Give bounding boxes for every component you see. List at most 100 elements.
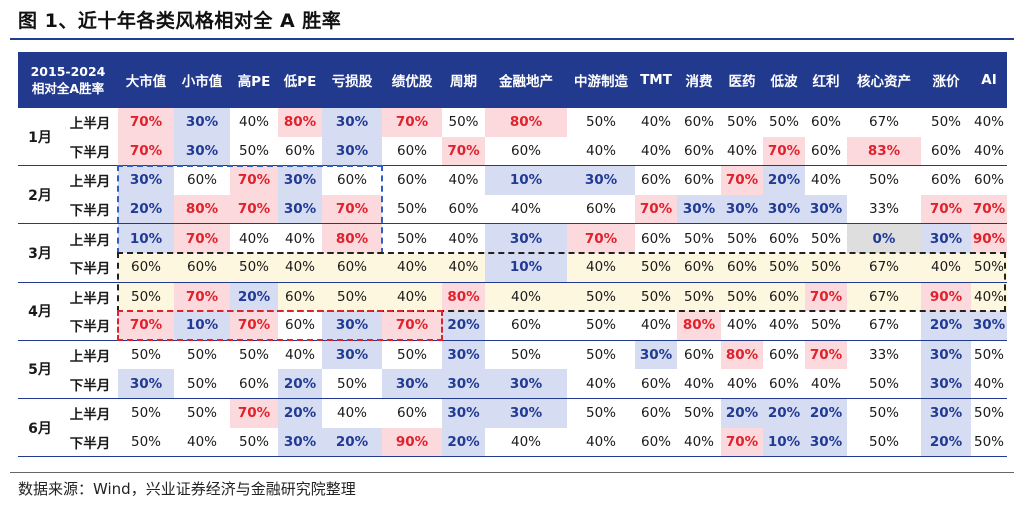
win-rate-cell: 50%	[396, 347, 427, 364]
win-rate-cell: 20%	[278, 369, 322, 399]
table-row: 3月 上半月 10% 70% 40% 40% 80% 50% 40% 30% 70% 60% 50% 50…	[18, 223, 1007, 283]
win-rate-cell: 50%	[510, 347, 541, 364]
win-rate-cell: 10%	[485, 252, 567, 283]
win-rate-cell: 33%	[868, 347, 899, 364]
win-rate-cell: 50%	[971, 427, 1007, 458]
win-rate-cell: 30%	[322, 340, 382, 370]
month-label: 2月	[18, 165, 62, 225]
win-rate-cell: 50%	[930, 114, 961, 131]
win-rate-cell: 50%	[230, 427, 278, 458]
win-rate-cell: 70%	[174, 223, 230, 253]
month-label: 5月	[18, 340, 62, 399]
win-rate-cell: 50%	[238, 347, 269, 364]
win-rate-cell: 60%	[382, 136, 442, 167]
win-rate-cell: 70%	[971, 194, 1007, 225]
win-rate-table: 2015-2024 相对全A胜率 大市值 小市值 高PE 低PE 亏损股 绩优股 周期 金融地…	[18, 52, 1007, 458]
table-header-row: 2015-2024 相对全A胜率 大市值 小市值 高PE 低PE 亏损股 绩优股 周期 金融地…	[18, 52, 1007, 108]
win-rate-cell: 30%	[382, 369, 442, 399]
win-rate-cell: 40%	[971, 282, 1007, 312]
win-rate-cell: 40%	[971, 136, 1007, 167]
half-month-label: 上半月	[69, 232, 111, 249]
win-rate-cell: 90%	[382, 427, 442, 458]
win-rate-cell: 60%	[485, 311, 567, 341]
win-rate-cell: 70%	[230, 311, 278, 341]
win-rate-cell: 40%	[485, 282, 567, 312]
win-rate-cell: 40%	[284, 230, 315, 247]
win-rate-cell: 40%	[677, 427, 721, 458]
win-rate-cell: 50%	[396, 230, 427, 247]
win-rate-cell: 70%	[805, 282, 847, 312]
win-rate-cell: 50%	[585, 405, 616, 422]
month-label: 1月	[18, 108, 62, 167]
win-rate-cell: 40%	[921, 252, 971, 283]
win-rate-cell: 83%	[847, 136, 921, 167]
table-row: 下半月 20% 80% 70% 30% 70% 50% 60% 40% 60% 70% 30% 30% 3…	[18, 194, 1007, 225]
win-rate-cell: 30%	[721, 194, 763, 225]
win-rate-cell: 50%	[118, 282, 174, 312]
win-rate-cell: 50%	[186, 405, 217, 422]
half-month-label: 下半月	[62, 311, 118, 341]
half-month-label: 上半月	[69, 290, 111, 307]
win-rate-cell: 60%	[396, 405, 427, 422]
win-rate-cell: 30%	[322, 108, 382, 137]
win-rate-cell: 20%	[763, 398, 805, 428]
win-rate-cell: 20%	[442, 427, 485, 458]
half-month-label: 下半月	[62, 369, 118, 399]
win-rate-cell: 33%	[847, 194, 921, 225]
win-rate-cell: 40%	[677, 369, 721, 399]
win-rate-cell: 60%	[763, 369, 805, 399]
win-rate-cell: 50%	[567, 311, 635, 341]
win-rate-cell: 50%	[230, 136, 278, 167]
figure-title: 图 1、近十年各类风格相对全 A 胜率	[18, 10, 342, 32]
win-rate-cell: 50%	[847, 427, 921, 458]
win-rate-cell: 30%	[763, 194, 805, 225]
win-rate-cell: 10%	[174, 311, 230, 341]
win-rate-cell: 60%	[567, 194, 635, 225]
win-rate-cell: 70%	[805, 340, 847, 370]
month-label: 3月	[18, 223, 62, 283]
win-rate-cell: 40%	[567, 252, 635, 283]
win-rate-cell: 30%	[485, 223, 567, 253]
win-rate-cell: 20%	[322, 427, 382, 458]
win-rate-cell: 50%	[768, 114, 799, 131]
win-rate-cell: 40%	[238, 114, 269, 131]
win-rate-cell: 30%	[485, 398, 567, 428]
win-rate-cell: 40%	[810, 172, 841, 189]
win-rate-cell: 30%	[278, 427, 322, 458]
win-rate-cell: 60%	[810, 114, 841, 131]
win-rate-cell: 30%	[921, 369, 971, 399]
win-rate-cell: 20%	[921, 311, 971, 341]
win-rate-cell: 30%	[118, 369, 174, 399]
win-rate-cell: 40%	[174, 427, 230, 458]
win-rate-cell: 30%	[442, 369, 485, 399]
win-rate-cell: 60%	[485, 136, 567, 167]
win-rate-cell: 60%	[768, 230, 799, 247]
win-rate-cell: 70%	[442, 136, 485, 167]
win-rate-cell: 50%	[868, 405, 899, 422]
column-header: 低PE	[278, 52, 322, 108]
win-rate-cell: 67%	[847, 282, 921, 312]
win-rate-cell: 60%	[322, 252, 382, 283]
win-rate-cell: 40%	[640, 114, 671, 131]
win-rate-cell: 30%	[635, 340, 677, 370]
win-rate-cell: 40%	[567, 427, 635, 458]
win-rate-cell: 80%	[677, 311, 721, 341]
win-rate-cell: 70%	[118, 311, 174, 341]
half-month-label: 上半月	[69, 407, 111, 424]
win-rate-cell: 40%	[763, 311, 805, 341]
win-rate-cell: 60%	[677, 252, 721, 283]
win-rate-cell: 90%	[921, 282, 971, 312]
table-row: 5月 上半月 50% 50% 50% 40% 30% 50% 30% 50% 50% 30% 60% 80…	[18, 340, 1007, 399]
win-rate-cell: 50%	[322, 282, 382, 312]
column-header: 绩优股	[382, 52, 442, 108]
win-rate-cell: 30%	[677, 194, 721, 225]
win-rate-cell: 60%	[635, 427, 677, 458]
half-month-label: 下半月	[62, 194, 118, 225]
column-header: 高PE	[230, 52, 278, 108]
column-header: 周期	[442, 52, 485, 108]
table-row: 下半月 70% 10% 70% 60% 30% 70% 20% 60% 50% 40% 80% 40% 4…	[18, 311, 1007, 341]
win-rate-cell: 40%	[284, 347, 315, 364]
win-rate-cell: 30%	[442, 398, 485, 428]
win-rate-cell: 70%	[230, 165, 278, 195]
win-rate-cell: 30%	[971, 311, 1007, 341]
